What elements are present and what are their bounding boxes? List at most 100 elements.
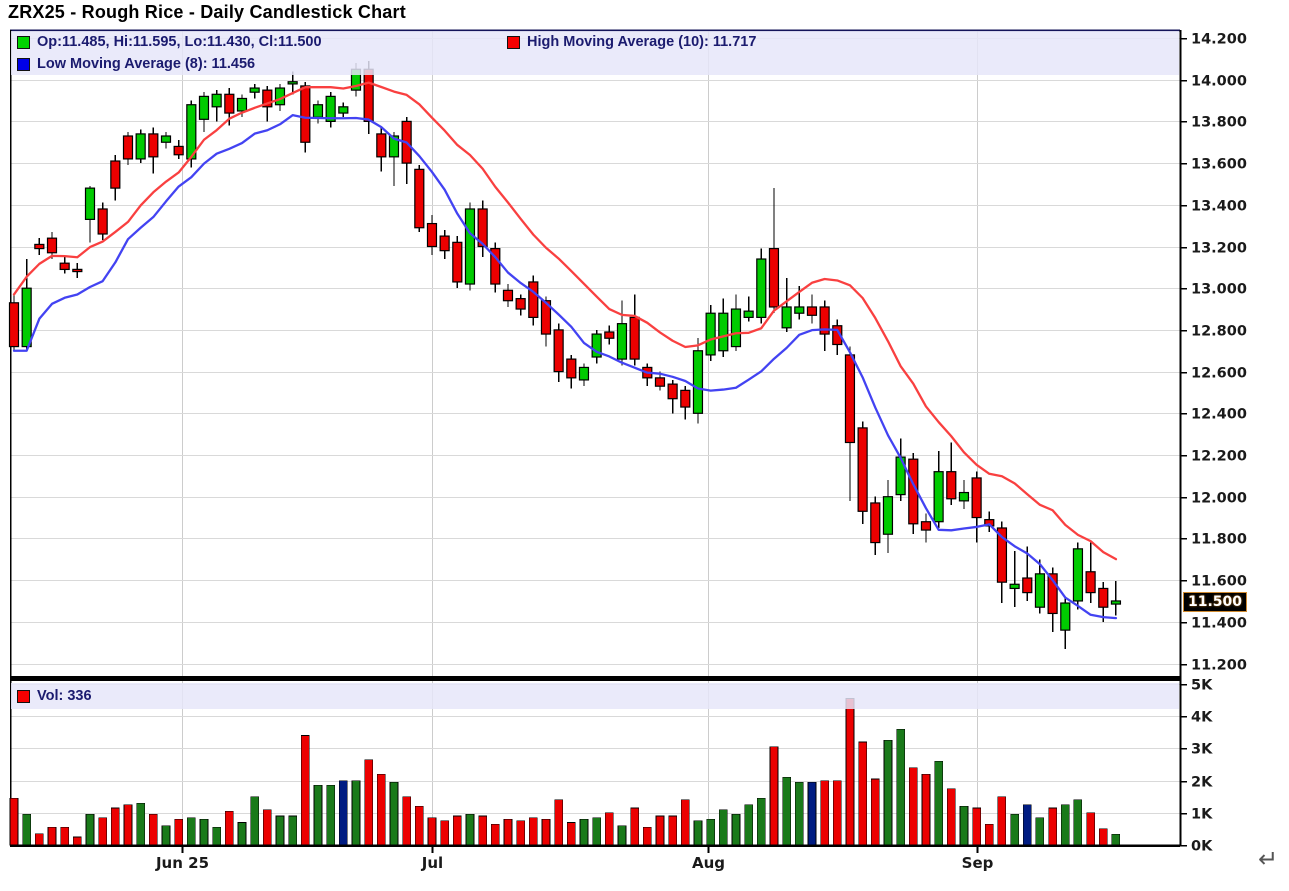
- svg-text:12.400: 12.400: [1191, 407, 1247, 423]
- candle: [211, 93, 222, 108]
- volume-bar: [541, 818, 551, 846]
- candle: [300, 85, 311, 143]
- svg-text:1K: 1K: [1191, 807, 1213, 823]
- candle: [933, 471, 944, 523]
- volume-bar: [984, 823, 994, 846]
- candle: [844, 354, 856, 444]
- candle: [718, 312, 729, 352]
- volume-bar: [668, 815, 677, 846]
- volume-bar: [250, 796, 259, 846]
- volume-bar: [1022, 804, 1032, 846]
- volume-bar: [263, 809, 272, 846]
- volume-bar: [275, 815, 285, 846]
- volume-bar: [402, 796, 411, 846]
- svg-text:Sep: Sep: [962, 854, 994, 872]
- candle: [1098, 587, 1109, 608]
- volume-bar: [706, 818, 715, 846]
- candle: [566, 358, 577, 379]
- candle: [46, 237, 58, 254]
- svg-text:14.000: 14.000: [1191, 74, 1247, 90]
- volume-bar: [225, 810, 234, 846]
- candle: [224, 93, 235, 114]
- volume-bar: [503, 818, 513, 846]
- svg-text:11.800: 11.800: [1191, 532, 1247, 548]
- volume-bar: [1111, 833, 1121, 846]
- volume-bar: [997, 796, 1007, 846]
- candle: [148, 133, 159, 158]
- volume-bar: [1048, 807, 1057, 846]
- candle: [8, 302, 20, 348]
- candle: [1060, 602, 1071, 631]
- high-ma-line: [12, 81, 1118, 561]
- ohlc-legend-item: Op:11.485, Hi:11.595, Lo:11.430, Cl:11.5…: [17, 31, 322, 53]
- volume-bar: [655, 815, 665, 846]
- candle: [515, 298, 526, 310]
- volume-bar: [1010, 814, 1019, 846]
- volume-bar: [592, 817, 601, 846]
- volume-bar: [440, 820, 449, 846]
- candle: [768, 247, 780, 308]
- volume-bar: [820, 780, 829, 846]
- volume-bar: [339, 780, 348, 846]
- candle: [72, 268, 83, 273]
- candle: [920, 521, 932, 531]
- candle: [249, 87, 260, 93]
- candle: [553, 329, 564, 373]
- volume-bar: [680, 799, 690, 846]
- volume-bar: [351, 780, 361, 846]
- candle: [730, 308, 742, 348]
- svg-text:Aug: Aug: [692, 854, 725, 872]
- svg-text:0K: 0K: [1191, 839, 1213, 855]
- candle: [971, 477, 982, 519]
- open-close-swatch-icon: [17, 35, 30, 49]
- candle: [338, 106, 349, 114]
- svg-text:12.800: 12.800: [1191, 324, 1247, 340]
- volume-bar: [1073, 799, 1083, 846]
- candle: [870, 502, 881, 544]
- volume-bar: [136, 802, 145, 846]
- candle: [857, 427, 868, 512]
- candle: [34, 243, 45, 250]
- svg-text:12.200: 12.200: [1191, 449, 1247, 465]
- candle: [186, 104, 197, 160]
- candle: [1110, 600, 1122, 605]
- low-ma-legend-label: Low Moving Average (8): 11.456: [37, 56, 256, 72]
- volume-legend-label: Vol: 336: [37, 688, 92, 704]
- volume-bar: [693, 820, 703, 846]
- candle: [743, 310, 754, 318]
- volume-bar: [870, 778, 880, 846]
- candle: [84, 187, 96, 220]
- candle: [135, 133, 146, 160]
- grid-layer: [10, 31, 1180, 845]
- volume-bar: [98, 817, 107, 846]
- candle: [629, 316, 640, 360]
- volume-bar: [883, 740, 893, 846]
- candle: [794, 306, 805, 314]
- pane-separator: [10, 676, 1180, 681]
- volume-bar: [579, 818, 589, 846]
- volume-bars-layer: [9, 698, 1121, 846]
- volume-bar: [453, 815, 462, 846]
- high-ma-swatch-icon: [507, 35, 520, 49]
- svg-text:11.400: 11.400: [1191, 616, 1247, 632]
- return-arrow-icon: ↵: [1258, 846, 1279, 873]
- candle: [198, 95, 210, 120]
- axis-labels-layer: Jun 25 Jul Aug Sep 14.200 14.000 13.800 13.600 1…: [155, 32, 1247, 873]
- candle: [705, 312, 716, 356]
- volume-bar: [85, 814, 95, 846]
- candle: [667, 383, 678, 400]
- ohlc-legend-label: Op:11.485, Hi:11.595, Lo:11.430, Cl:11.5…: [37, 34, 322, 50]
- moving-average-layer: [12, 81, 1118, 620]
- volume-bar: [1098, 828, 1108, 846]
- volume-bar: [123, 804, 133, 846]
- volume-bar: [756, 798, 766, 846]
- volume-bar: [288, 815, 297, 846]
- volume-legend-item: Vol: 336: [17, 683, 92, 709]
- candle: [452, 241, 463, 283]
- candle: [591, 333, 602, 358]
- candles-layer: [8, 60, 1122, 649]
- volume-bar: [364, 759, 373, 846]
- volume-bar: [858, 741, 867, 846]
